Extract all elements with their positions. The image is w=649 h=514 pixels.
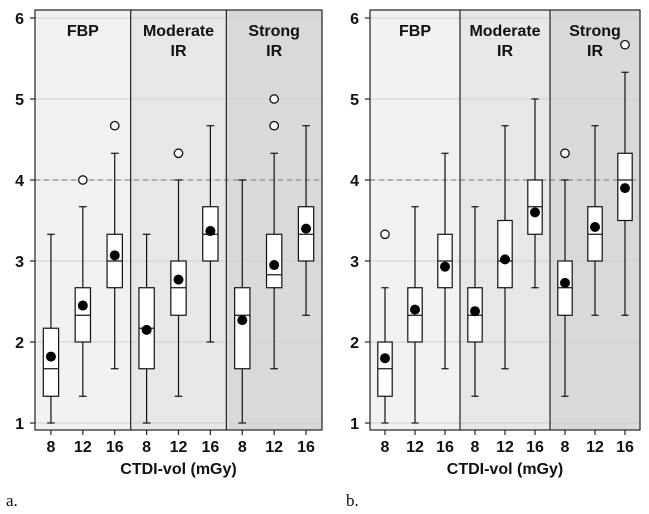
- group-label: FBP: [67, 23, 99, 40]
- x-tick-label: 12: [265, 439, 283, 456]
- group-label: Strong: [569, 23, 621, 40]
- iqr-box: [234, 287, 251, 370]
- mean-marker: [620, 183, 630, 194]
- box-plot-fbp-16: [106, 120, 123, 370]
- box-plot-fbp-12: [74, 175, 92, 397]
- group-label: FBP: [399, 23, 431, 40]
- x-tick-label: 8: [238, 439, 247, 456]
- mean-marker: [141, 324, 152, 335]
- y-tick-label: 6: [350, 11, 359, 28]
- mean-marker: [380, 353, 390, 364]
- x-tick-label: 8: [142, 439, 151, 456]
- y-tick-label: 3: [350, 254, 359, 271]
- x-tick-label: 16: [201, 439, 219, 456]
- y-tick-label: 1: [350, 416, 359, 433]
- outlier-marker: [269, 94, 280, 104]
- group-label: IR: [266, 43, 282, 60]
- mean-marker: [109, 250, 120, 261]
- x-tick-label: 16: [436, 439, 454, 456]
- box-plot-moderate-ir-16: [202, 125, 219, 343]
- mean-marker: [205, 226, 216, 237]
- mean-marker: [530, 207, 540, 218]
- y-tick-label: 3: [15, 254, 24, 271]
- x-tick-label: 16: [106, 439, 124, 456]
- y-tick-label: 1: [15, 416, 24, 433]
- box-plot-moderate-ir-12: [497, 125, 513, 370]
- y-tick-label: 6: [15, 11, 24, 28]
- box-plot-moderate-ir-16: [527, 98, 543, 289]
- box-plot-moderate-ir-12: [170, 148, 187, 397]
- iqr-box: [42, 327, 60, 397]
- box-plot-moderate-ir-8: [467, 206, 483, 397]
- x-tick-label: 8: [471, 439, 480, 456]
- subfigure-label: b.: [346, 491, 359, 510]
- y-tick-label: 4: [350, 173, 359, 190]
- x-axis-title: CTDI-vol (mGy): [447, 461, 563, 478]
- box-plot-fbp-16: [437, 152, 453, 370]
- group-label: Moderate: [469, 23, 540, 40]
- y-tick-label: 2: [350, 335, 359, 352]
- box-plot-strong-ir-12: [265, 94, 283, 370]
- mean-marker: [77, 300, 88, 311]
- group-label: IR: [497, 43, 513, 60]
- outlier-marker: [380, 229, 390, 240]
- box-plot-fbp-8: [377, 229, 393, 424]
- mean-marker: [590, 221, 600, 232]
- x-tick-label: 16: [616, 439, 634, 456]
- outlier-marker: [109, 120, 120, 131]
- box-plot-strong-ir-8: [557, 148, 573, 397]
- group-label: Strong: [248, 23, 300, 40]
- x-axis-title: CTDI-vol (mGy): [120, 461, 236, 478]
- x-tick-label: 16: [526, 439, 544, 456]
- mean-marker: [237, 315, 248, 326]
- mean-marker: [440, 261, 450, 272]
- outlier-marker: [269, 120, 280, 131]
- y-tick-label: 5: [350, 92, 359, 109]
- group-label: IR: [171, 43, 187, 60]
- x-tick-label: 8: [561, 439, 570, 456]
- mean-marker: [560, 277, 570, 288]
- y-tick-label: 5: [15, 92, 24, 109]
- box-plot-strong-ir-8: [234, 179, 251, 424]
- x-tick-label: 16: [297, 439, 315, 456]
- mean-marker: [500, 254, 510, 265]
- group-label: IR: [587, 43, 603, 60]
- box-plot-fbp-12: [407, 206, 423, 424]
- mean-marker: [301, 223, 312, 234]
- mean-marker: [45, 351, 56, 362]
- mean-marker: [470, 306, 480, 317]
- subfigure-label: a.: [6, 491, 18, 510]
- outlier-marker: [173, 148, 184, 159]
- box-plot-moderate-ir-8: [138, 233, 155, 424]
- box-plot-fbp-8: [42, 233, 60, 424]
- box-plot-strong-ir-16: [617, 39, 633, 316]
- x-tick-label: 12: [170, 439, 188, 456]
- y-tick-label: 2: [15, 335, 24, 352]
- box-plot-strong-ir-12: [587, 125, 603, 316]
- mean-marker: [173, 274, 184, 285]
- x-tick-label: 8: [381, 439, 390, 456]
- mean-marker: [269, 260, 280, 271]
- x-tick-label: 8: [46, 439, 55, 456]
- box-plot-strong-ir-16: [297, 125, 315, 316]
- x-tick-label: 12: [406, 439, 424, 456]
- y-tick-label: 4: [15, 173, 24, 190]
- outlier-marker: [620, 39, 630, 50]
- group-label: Moderate: [143, 23, 214, 40]
- mean-marker: [410, 304, 420, 315]
- outlier-marker: [77, 175, 88, 185]
- x-tick-label: 12: [496, 439, 514, 456]
- outlier-marker: [560, 148, 570, 159]
- iqr-box: [497, 219, 513, 289]
- x-tick-label: 12: [74, 439, 92, 456]
- x-tick-label: 12: [586, 439, 604, 456]
